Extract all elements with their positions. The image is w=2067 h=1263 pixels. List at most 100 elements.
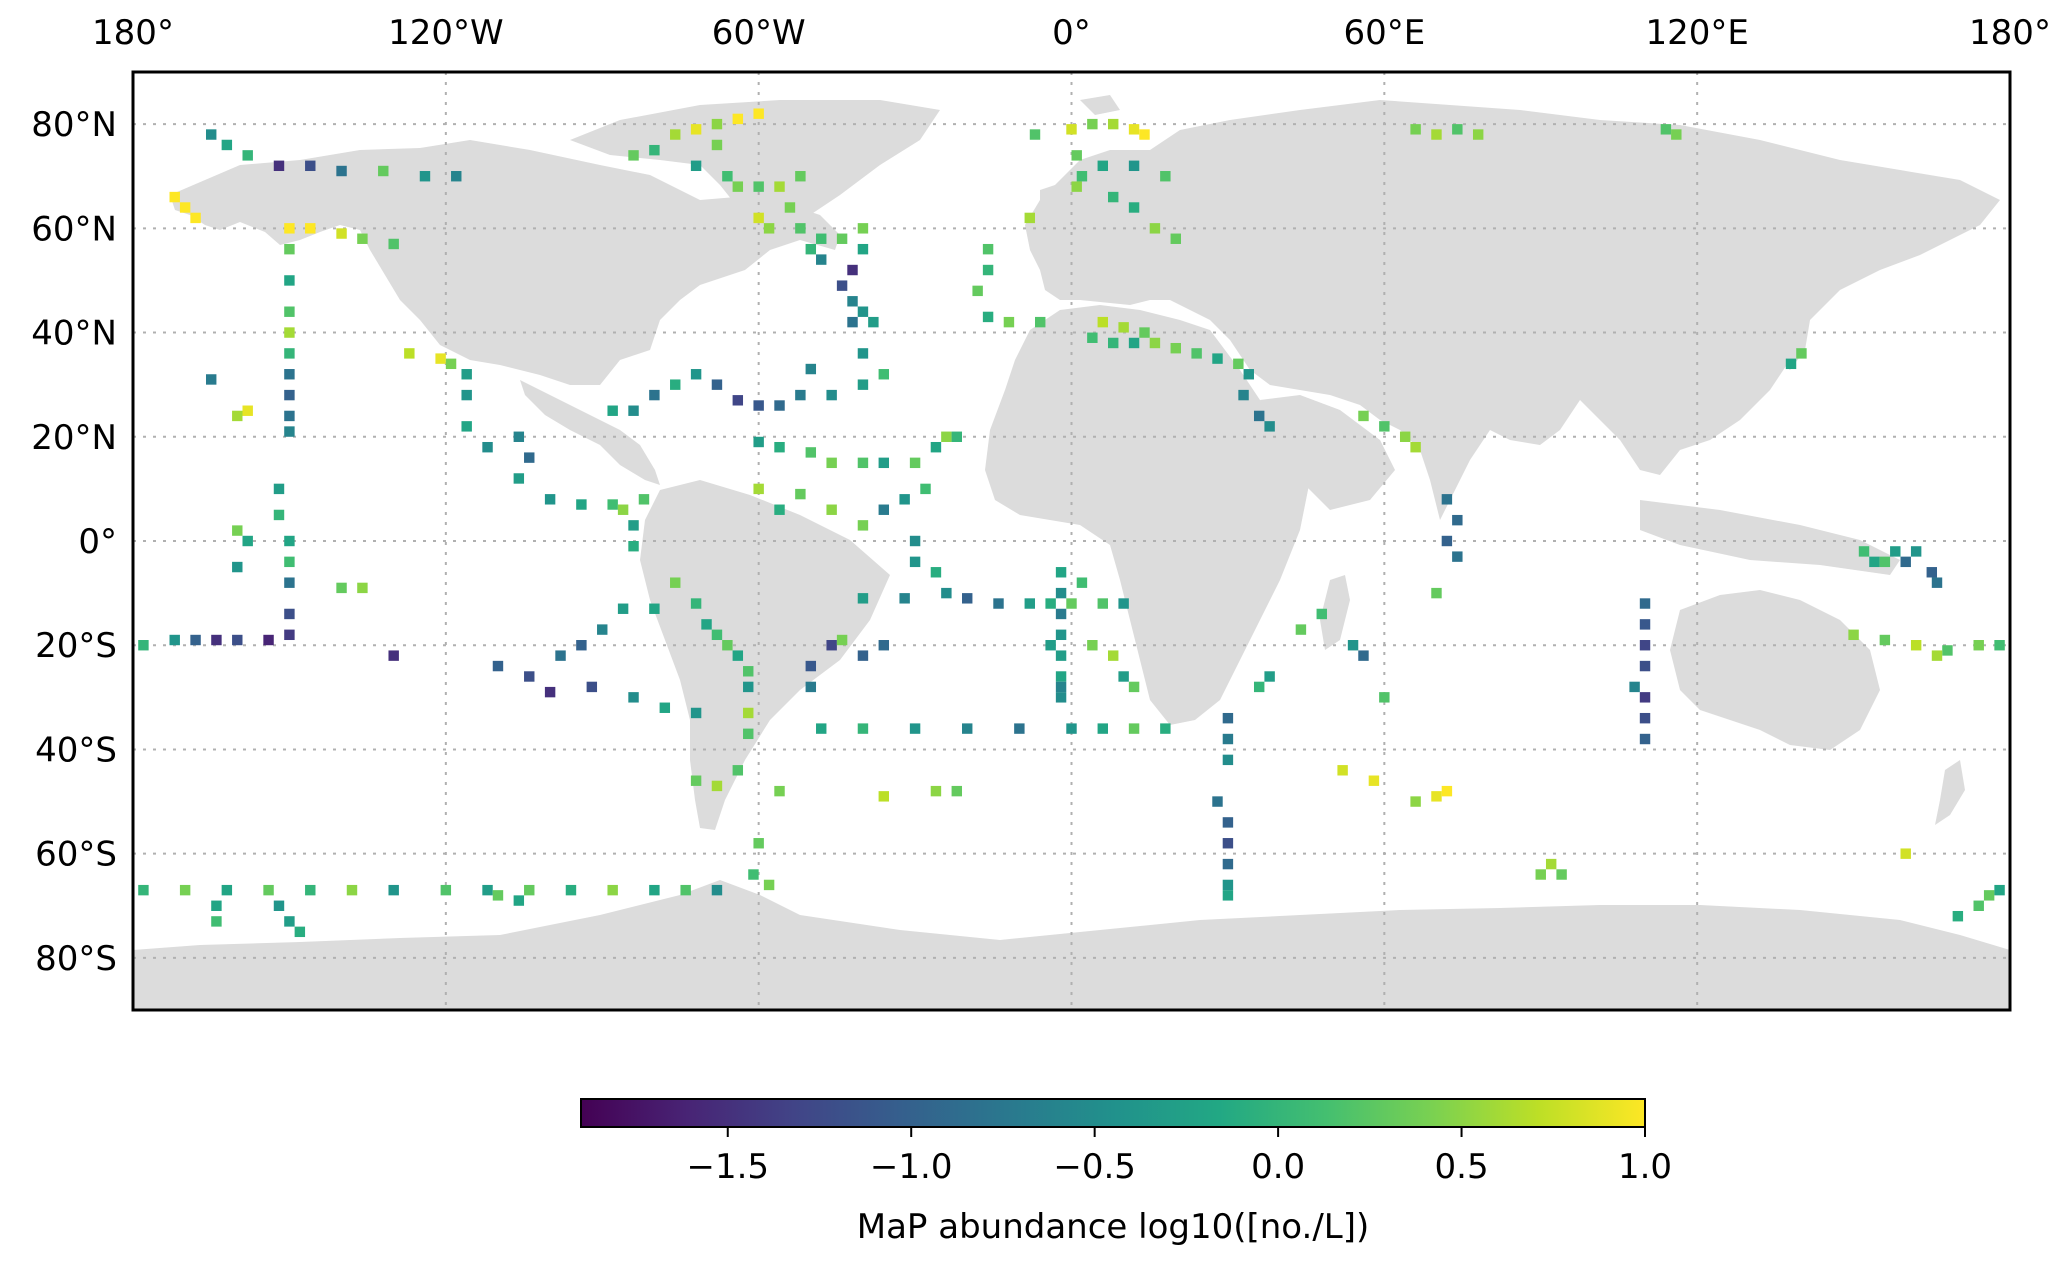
sample-cell <box>305 884 316 896</box>
latitude-label: 0° <box>78 522 117 562</box>
sample-cell <box>242 535 253 547</box>
sample-cell <box>836 280 848 291</box>
sample-cell <box>732 113 744 125</box>
sample-cell <box>711 379 723 390</box>
longitude-label: 120°W <box>388 13 504 53</box>
sample-cell <box>1107 191 1119 203</box>
sample-cell <box>221 884 233 896</box>
sample-cell <box>711 780 723 792</box>
sample-cell <box>440 884 452 896</box>
sample-cell <box>1118 671 1129 682</box>
land-new-zealand <box>1935 760 1965 825</box>
colorbar-tick-label: 0.0 <box>1251 1147 1305 1187</box>
sample-cell <box>1055 681 1067 693</box>
sample-cell <box>805 243 817 255</box>
sample-cell <box>836 233 848 244</box>
sample-cell <box>1087 118 1098 130</box>
sample-cell <box>930 785 942 797</box>
land-arabia <box>1260 395 1395 510</box>
sample-cell <box>1994 640 2005 651</box>
sample-cell <box>690 775 702 786</box>
sample-cell <box>419 171 431 182</box>
sample-cell <box>1869 556 1880 568</box>
sample-cell <box>1097 723 1108 734</box>
sample-cell <box>284 327 295 338</box>
sample-cell <box>1076 577 1088 588</box>
sample-cell <box>743 681 754 693</box>
sample-cell <box>482 441 493 453</box>
sample-cell <box>284 243 295 255</box>
sample-cell <box>284 306 295 317</box>
longitude-label: 120°E <box>1645 13 1748 53</box>
sample-cell <box>1128 723 1140 734</box>
sample-cell <box>1035 316 1046 328</box>
sample-cell <box>857 379 869 390</box>
sample-cell <box>1128 202 1140 213</box>
sample-cell <box>638 494 650 505</box>
sample-cell <box>690 707 702 719</box>
sample-cell <box>1379 692 1390 703</box>
sample-cell <box>628 520 639 531</box>
land-alaska-canada <box>170 140 840 385</box>
land-greenland <box>570 100 940 235</box>
sample-cell <box>951 785 963 797</box>
sample-cell <box>857 243 869 255</box>
sample-cell <box>179 884 191 896</box>
sample-cell <box>1212 353 1223 364</box>
sample-cell <box>190 634 201 646</box>
sample-cell <box>1368 775 1380 786</box>
sample-cell <box>1233 358 1244 370</box>
sample-cell <box>857 457 869 469</box>
sample-cell <box>909 457 921 469</box>
sample-cell <box>805 363 817 375</box>
sample-cell <box>1535 869 1546 880</box>
sample-cell <box>336 582 347 594</box>
colorbar-label: MaP abundance log10([no./L]) <box>857 1207 1370 1247</box>
sample-cell <box>1139 327 1150 338</box>
land-central-america <box>520 380 660 485</box>
sample-cell <box>899 494 910 505</box>
sample-cell <box>284 275 295 286</box>
sample-cell <box>753 400 764 411</box>
sample-cell <box>1024 598 1036 609</box>
latitude-label: 80°S <box>35 939 117 979</box>
sample-cell <box>607 499 618 510</box>
sample-cell <box>232 410 243 422</box>
sample-cell <box>826 504 837 515</box>
sample-cell <box>1128 124 1140 135</box>
colorbar-tick-label: −0.5 <box>1053 1147 1136 1187</box>
sample-cell <box>1128 160 1140 172</box>
sample-cell <box>690 124 702 135</box>
sample-cell <box>1410 124 1421 135</box>
sample-cell <box>1253 410 1265 422</box>
sample-cell <box>659 702 671 713</box>
sample-cell <box>305 160 316 172</box>
sample-cell <box>544 686 556 698</box>
colorbar-tick-label: −1.0 <box>870 1147 953 1187</box>
sample-cell <box>1900 848 1911 859</box>
sample-cell <box>1879 634 1891 646</box>
sample-cell <box>1910 546 1922 557</box>
sample-cell <box>1973 900 1984 911</box>
sample-cell <box>388 650 399 661</box>
longitude-label: 60°E <box>1343 13 1425 53</box>
sample-cell <box>1942 645 1953 656</box>
longitude-label: 180° <box>92 13 174 53</box>
sample-cell <box>1472 129 1484 140</box>
sample-cell <box>445 358 457 370</box>
sample-cell <box>878 504 890 515</box>
land-australia <box>1670 590 1880 750</box>
sample-cell <box>649 144 660 156</box>
sample-cell <box>743 707 754 719</box>
sample-cell <box>816 254 827 265</box>
sample-cell <box>1973 640 1984 651</box>
sample-cell <box>826 389 837 401</box>
sample-cell <box>1671 129 1682 140</box>
sample-cell <box>1024 212 1036 224</box>
sample-cell <box>1639 619 1651 630</box>
latitude-label: 40°N <box>31 314 117 354</box>
sample-cell <box>1055 608 1067 620</box>
sample-cell <box>930 567 942 578</box>
sample-cell <box>732 765 744 776</box>
latitude-label: 60°S <box>35 835 117 875</box>
